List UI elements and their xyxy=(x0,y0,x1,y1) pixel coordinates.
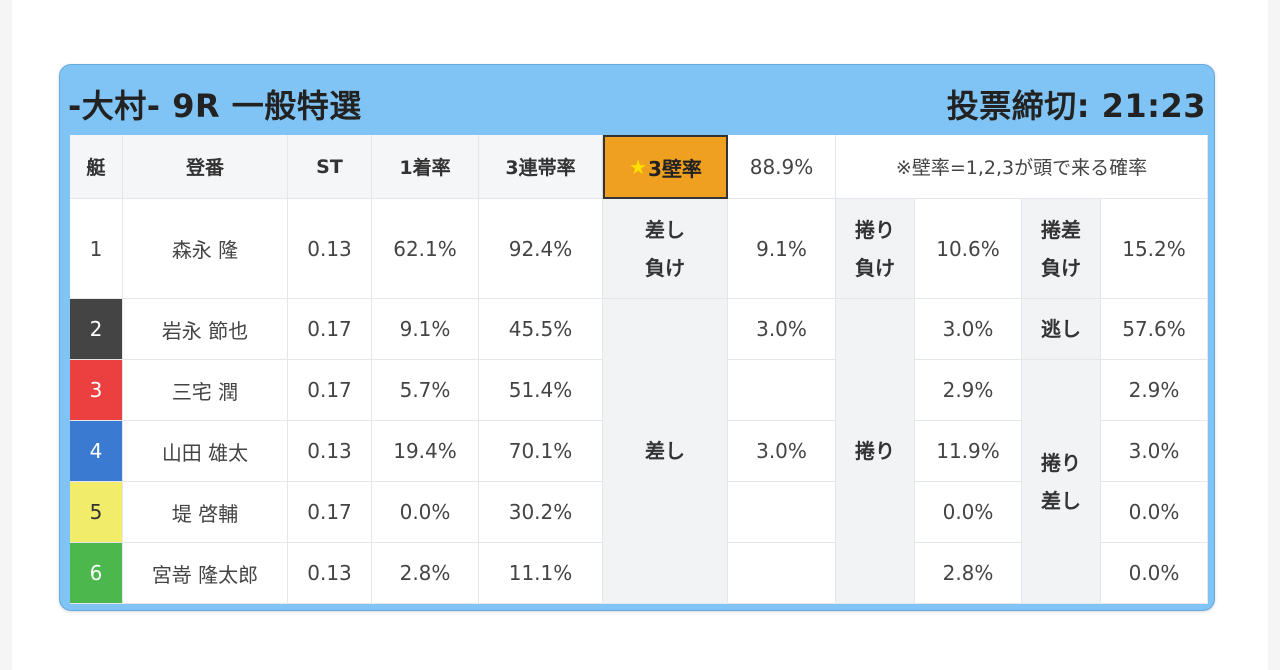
racer-name: 宮嵜 隆太郎 xyxy=(123,543,288,604)
st-value: 0.13 xyxy=(288,199,372,299)
makuri-value: 2.9% xyxy=(915,360,1022,421)
trio-rate-value: 92.4% xyxy=(479,199,603,299)
sashi-make-label: 差し 負け xyxy=(603,199,728,299)
header-trio-rate: 3連帯率 xyxy=(479,135,603,199)
wall-rate-value: 88.9% xyxy=(728,135,836,199)
racer-name: 森永 隆 xyxy=(123,199,288,299)
first-rate-value: 5.7% xyxy=(372,360,479,421)
star-icon: ★ xyxy=(629,155,647,179)
first-rate-value: 62.1% xyxy=(372,199,479,299)
left-margin xyxy=(0,0,12,670)
st-value: 0.17 xyxy=(288,482,372,543)
label-line: 負け xyxy=(645,255,685,280)
st-value: 0.17 xyxy=(288,360,372,421)
label-line: 差し xyxy=(1041,488,1081,513)
makuri-value: 3.0% xyxy=(915,299,1022,360)
wall-rate-note: ※壁率=1,2,3が頭で来る確率 xyxy=(836,135,1208,199)
racer-name: 山田 雄太 xyxy=(123,421,288,482)
racer-name: 岩永 節也 xyxy=(123,299,288,360)
trio-rate-value: 45.5% xyxy=(479,299,603,360)
wall-rate-badge: ★ 3壁率 xyxy=(603,135,728,199)
makurisashi-make-label: 捲差 負け xyxy=(1022,199,1101,299)
makuri-make-label: 捲り 負け xyxy=(836,199,915,299)
makurisashi-value: 0.0% xyxy=(1101,543,1208,604)
label-line: 捲差 xyxy=(1041,217,1081,242)
wall-rate-label: 3壁率 xyxy=(648,156,702,181)
makuri-make-value: 10.6% xyxy=(915,199,1022,299)
makuri-value: 2.8% xyxy=(915,543,1022,604)
label-line: 差し xyxy=(645,217,685,242)
st-value: 0.13 xyxy=(288,543,372,604)
makurisashi-value: 0.0% xyxy=(1101,482,1208,543)
header-first-rate: 1着率 xyxy=(372,135,479,199)
vote-deadline: 投票締切: 21:23 xyxy=(946,87,1206,125)
header-racer: 登番 xyxy=(123,135,288,199)
label-line: 負け xyxy=(1041,255,1081,280)
st-value: 0.13 xyxy=(288,421,372,482)
sashi-make-value: 9.1% xyxy=(728,199,836,299)
sashi-value xyxy=(728,543,836,604)
racer-name: 三宅 潤 xyxy=(123,360,288,421)
racer-name: 堤 啓輔 xyxy=(123,482,288,543)
makurisashi-label: 捲り 差し xyxy=(1022,360,1101,604)
makuri-value: 11.9% xyxy=(915,421,1022,482)
boat-number: 5 xyxy=(70,482,123,543)
nige-value: 57.6% xyxy=(1101,299,1208,360)
nige-label: 逃し xyxy=(1022,299,1101,360)
sashi-value: 3.0% xyxy=(728,421,836,482)
header-boat: 艇 xyxy=(70,135,123,199)
first-rate-value: 19.4% xyxy=(372,421,479,482)
boat-number: 1 xyxy=(70,199,123,299)
makuri-label: 捲り xyxy=(836,299,915,604)
header-st: ST xyxy=(288,135,372,199)
race-title: -大村- 9R 一般特選 xyxy=(68,87,362,125)
sashi-value: 3.0% xyxy=(728,299,836,360)
boat-number: 4 xyxy=(70,421,123,482)
label-line: 捲り xyxy=(855,217,895,242)
trio-rate-value: 51.4% xyxy=(479,360,603,421)
sashi-label: 差し xyxy=(603,299,728,604)
first-rate-value: 9.1% xyxy=(372,299,479,360)
makurisashi-make-value: 15.2% xyxy=(1101,199,1208,299)
sashi-value xyxy=(728,482,836,543)
trio-rate-value: 70.1% xyxy=(479,421,603,482)
race-panel: -大村- 9R 一般特選 投票締切: 21:23 艇 登番 ST 1着率 3連帯… xyxy=(59,64,1215,611)
makuri-value: 0.0% xyxy=(915,482,1022,543)
st-value: 0.17 xyxy=(288,299,372,360)
boat-number: 2 xyxy=(70,299,123,360)
first-rate-value: 0.0% xyxy=(372,482,479,543)
trio-rate-value: 11.1% xyxy=(479,543,603,604)
right-margin xyxy=(1268,0,1280,670)
label-line: 負け xyxy=(855,255,895,280)
makurisashi-value: 2.9% xyxy=(1101,360,1208,421)
trio-rate-value: 30.2% xyxy=(479,482,603,543)
sashi-value xyxy=(728,360,836,421)
first-rate-value: 2.8% xyxy=(372,543,479,604)
boat-number: 6 xyxy=(70,543,123,604)
label-line: 捲り xyxy=(1041,450,1081,475)
makurisashi-value: 3.0% xyxy=(1101,421,1208,482)
boat-number: 3 xyxy=(70,360,123,421)
